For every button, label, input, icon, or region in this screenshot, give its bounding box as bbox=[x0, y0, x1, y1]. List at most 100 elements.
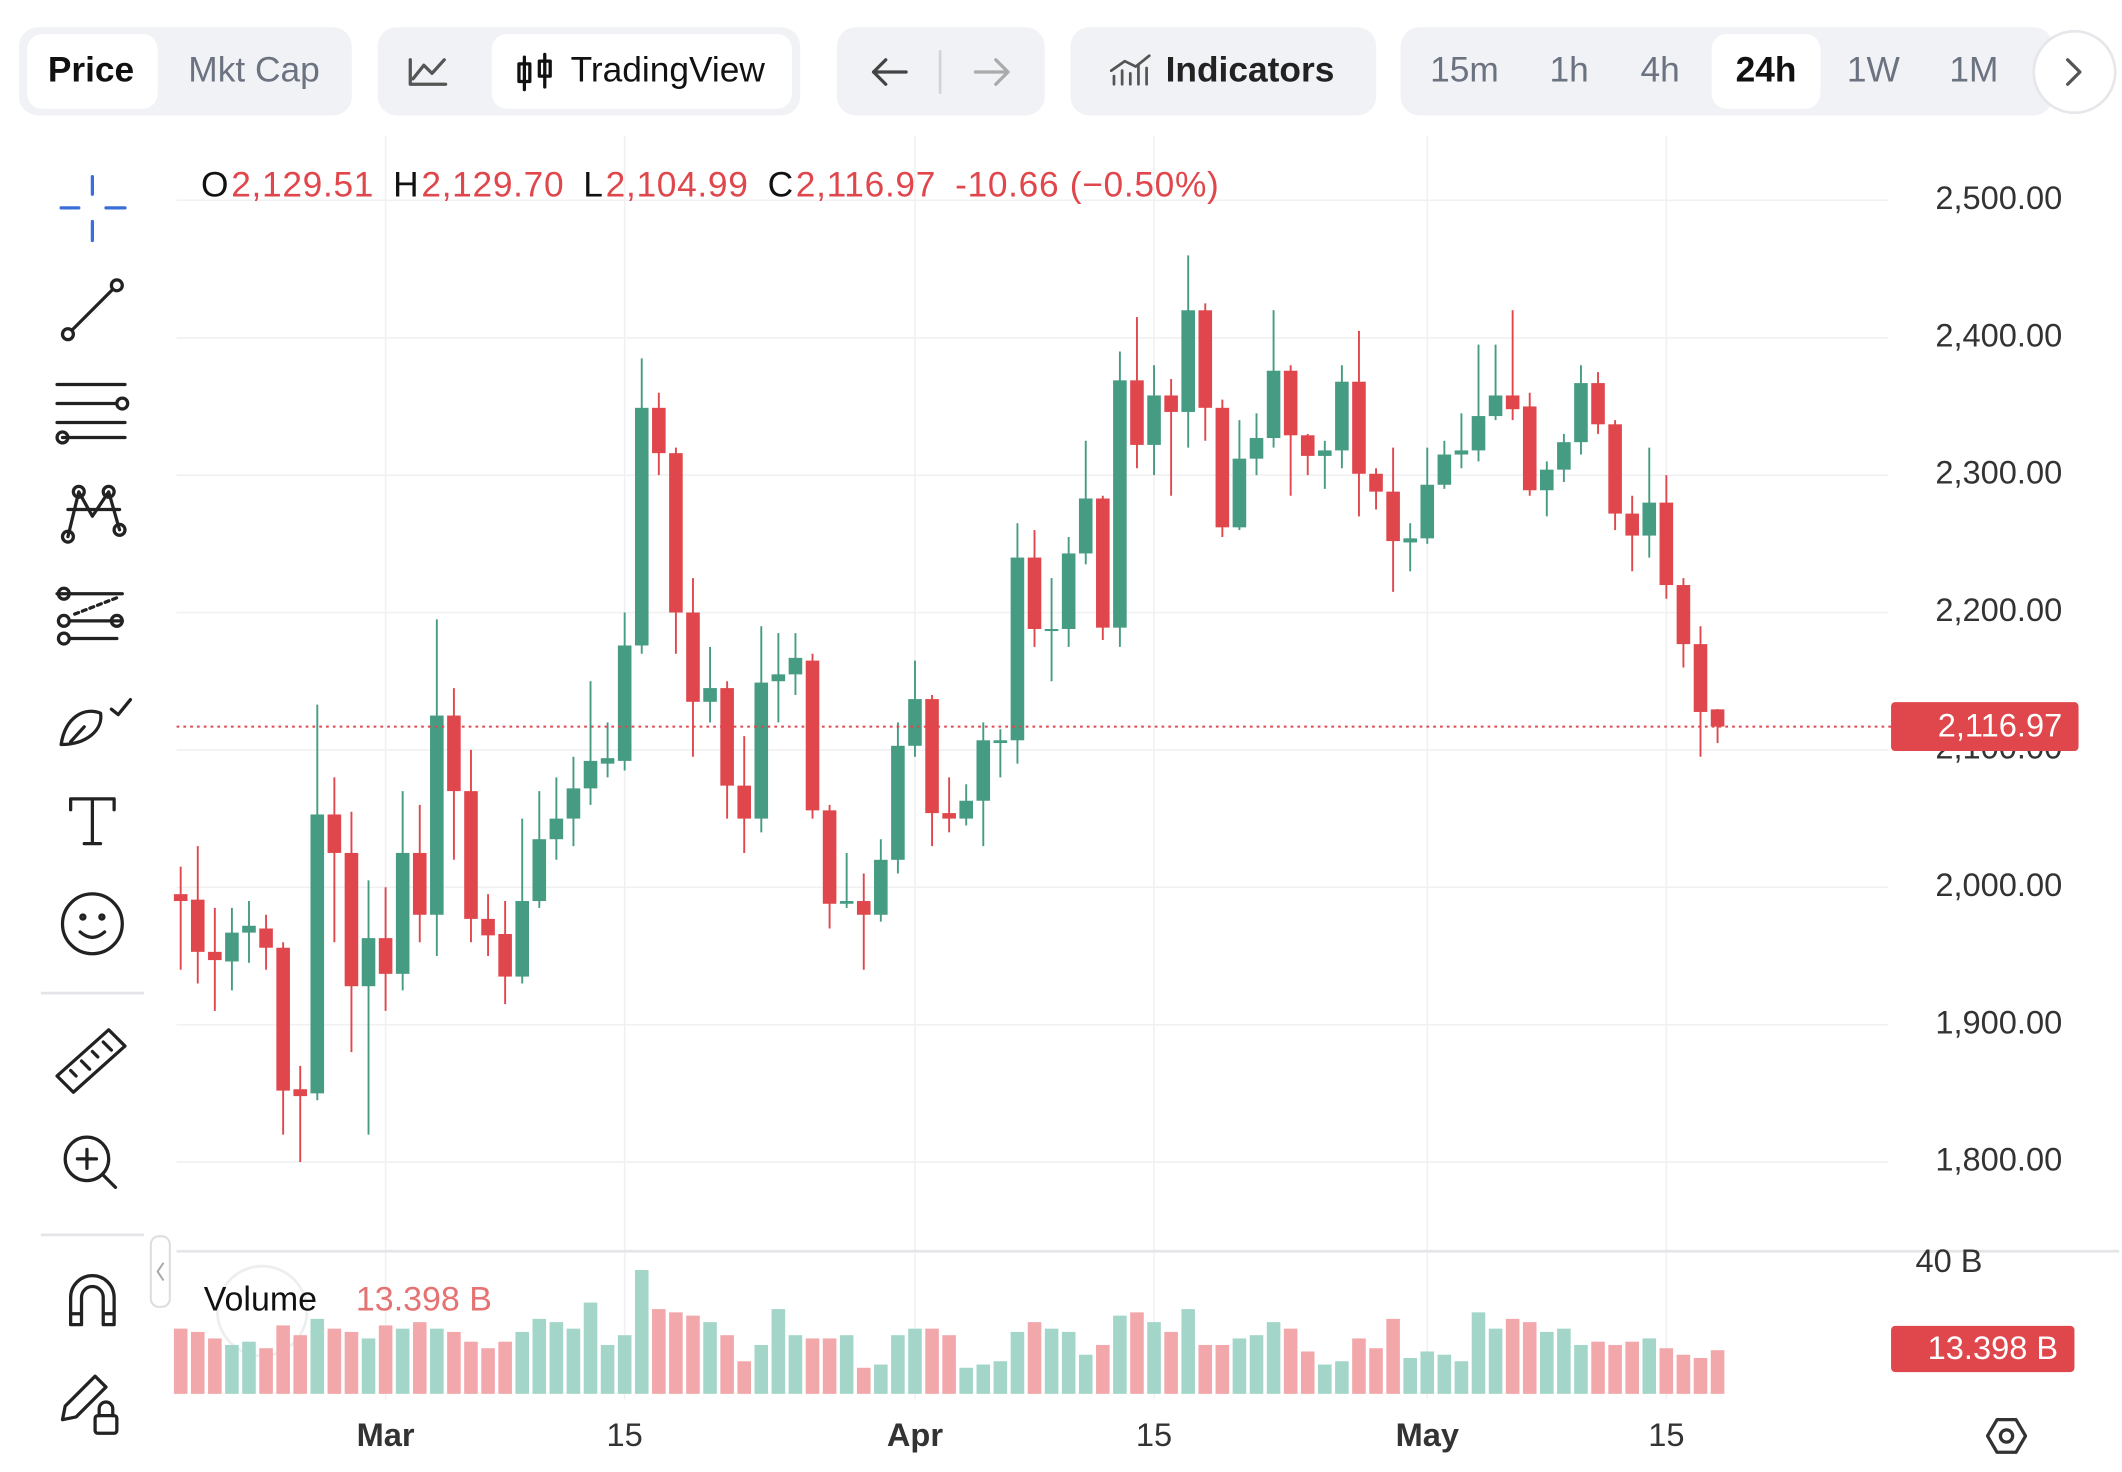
scroll-button[interactable] bbox=[2032, 29, 2117, 115]
candle-body bbox=[173, 894, 188, 902]
volume-bar bbox=[703, 1322, 717, 1394]
collapse-handle[interactable] bbox=[149, 1235, 171, 1308]
volume-bar bbox=[754, 1344, 769, 1394]
candle-body bbox=[1403, 538, 1417, 543]
volume-bar bbox=[549, 1322, 564, 1394]
volume-bar bbox=[310, 1318, 325, 1394]
candle-body bbox=[634, 407, 649, 646]
volume-bar bbox=[481, 1348, 495, 1394]
volume-bar bbox=[788, 1335, 803, 1394]
volume-bar bbox=[1437, 1354, 1452, 1394]
pattern-tool[interactable] bbox=[60, 484, 127, 544]
brush-tool[interactable] bbox=[59, 698, 133, 747]
volume-bar bbox=[1505, 1318, 1520, 1394]
volume-bar bbox=[1300, 1351, 1315, 1394]
candle-body bbox=[412, 852, 427, 915]
indicators-label[interactable]: Indicators bbox=[1166, 50, 1335, 89]
selected-tab[interactable] bbox=[27, 33, 158, 109]
selected-tab[interactable] bbox=[1711, 33, 1821, 109]
volume-bar bbox=[344, 1331, 359, 1394]
volume-bar bbox=[822, 1338, 837, 1394]
candle-body bbox=[1061, 553, 1076, 630]
overlay: 1,800.001,900.002,000.002,100.002,200.00… bbox=[176, 166, 2120, 1454]
candle-body bbox=[1676, 585, 1691, 645]
interval-tab[interactable]: 1W bbox=[1847, 50, 1901, 89]
y-tick-label: 1,900.00 bbox=[1935, 1003, 2062, 1040]
volume-bar bbox=[1352, 1338, 1366, 1394]
tradingview-tab[interactable]: TradingView bbox=[571, 50, 766, 89]
volume-bar bbox=[412, 1322, 427, 1394]
candle-body bbox=[430, 715, 444, 915]
settings-button[interactable] bbox=[1985, 1418, 2028, 1454]
lock-drawing-tool[interactable] bbox=[60, 1374, 119, 1435]
volume-bar bbox=[942, 1335, 956, 1394]
text-tool[interactable] bbox=[69, 797, 116, 846]
last-price-box bbox=[1891, 702, 2079, 752]
volume-bar bbox=[839, 1335, 854, 1394]
interval-tab[interactable]: 1h bbox=[1549, 50, 1588, 89]
volume-bar bbox=[1027, 1322, 1042, 1394]
candle-body bbox=[395, 852, 410, 974]
line-chart-button[interactable] bbox=[408, 58, 448, 86]
volume-bar bbox=[634, 1269, 649, 1394]
volume-bar bbox=[1061, 1331, 1076, 1394]
volume-bar bbox=[1283, 1328, 1298, 1394]
candle-body bbox=[1505, 395, 1520, 410]
volume-bar bbox=[1198, 1344, 1213, 1394]
interval-tab[interactable]: 15m bbox=[1430, 50, 1499, 89]
candle-body bbox=[1710, 709, 1725, 727]
magnet-tool[interactable] bbox=[69, 1274, 116, 1327]
volume-bar bbox=[1010, 1331, 1025, 1394]
ohlc-key: O bbox=[201, 166, 228, 205]
ruler-tool[interactable] bbox=[55, 1028, 127, 1094]
redo-button[interactable] bbox=[973, 58, 1010, 86]
y-tick-label: 2,200.00 bbox=[1935, 591, 2062, 628]
volume-bar bbox=[805, 1338, 820, 1394]
candle-body bbox=[1369, 473, 1383, 492]
volume-bar bbox=[276, 1325, 290, 1394]
volume-bar bbox=[378, 1325, 393, 1394]
undo-button[interactable] bbox=[871, 58, 908, 86]
crosshair-tool[interactable] bbox=[59, 175, 127, 243]
candle-body bbox=[1488, 395, 1503, 417]
selected-tab[interactable] bbox=[491, 33, 793, 109]
emoji-tool[interactable] bbox=[60, 892, 124, 956]
candle-body bbox=[1608, 424, 1622, 514]
zoom-tool[interactable] bbox=[63, 1135, 118, 1189]
indicators-button[interactable] bbox=[1070, 27, 1377, 116]
interval-tab[interactable]: 24h bbox=[1736, 50, 1797, 89]
candle-body bbox=[1027, 557, 1042, 630]
candle-body bbox=[549, 818, 564, 840]
volume-bar bbox=[720, 1335, 734, 1394]
candle-body bbox=[464, 791, 478, 919]
price-tab[interactable]: Price bbox=[48, 50, 134, 89]
chevron bbox=[156, 1262, 165, 1281]
volume-bar bbox=[173, 1328, 188, 1394]
volume-bar bbox=[1710, 1350, 1725, 1394]
mkt-cap-tab[interactable]: Mkt Cap bbox=[188, 50, 319, 89]
y-tick-label: 1,800.00 bbox=[1935, 1141, 2062, 1178]
candle-body bbox=[1386, 491, 1400, 542]
fib-tool[interactable] bbox=[55, 586, 124, 646]
ohlc-key: H bbox=[393, 166, 419, 205]
candle-body bbox=[1044, 629, 1059, 632]
volume-legend-name: Volume bbox=[204, 1280, 317, 1318]
interval-tab[interactable]: 1M bbox=[1949, 50, 1998, 89]
x-tick-label: May bbox=[1396, 1416, 1459, 1453]
volume-bar bbox=[1642, 1338, 1657, 1394]
drawing-tools bbox=[40, 175, 171, 1435]
candle-body bbox=[942, 813, 956, 819]
volume-bar bbox=[208, 1338, 222, 1394]
trendline-tool[interactable] bbox=[60, 278, 124, 342]
parallel-lines-tool[interactable] bbox=[55, 382, 130, 445]
candle-body bbox=[566, 788, 581, 819]
volume-bar bbox=[1335, 1361, 1349, 1394]
candle-body bbox=[617, 645, 632, 761]
volume-bar bbox=[686, 1315, 700, 1394]
candle-body bbox=[242, 925, 256, 933]
candle-body bbox=[1437, 454, 1452, 485]
volume-bar bbox=[1181, 1309, 1195, 1394]
candle-body bbox=[1574, 383, 1588, 443]
interval-tab[interactable]: 4h bbox=[1640, 50, 1679, 89]
